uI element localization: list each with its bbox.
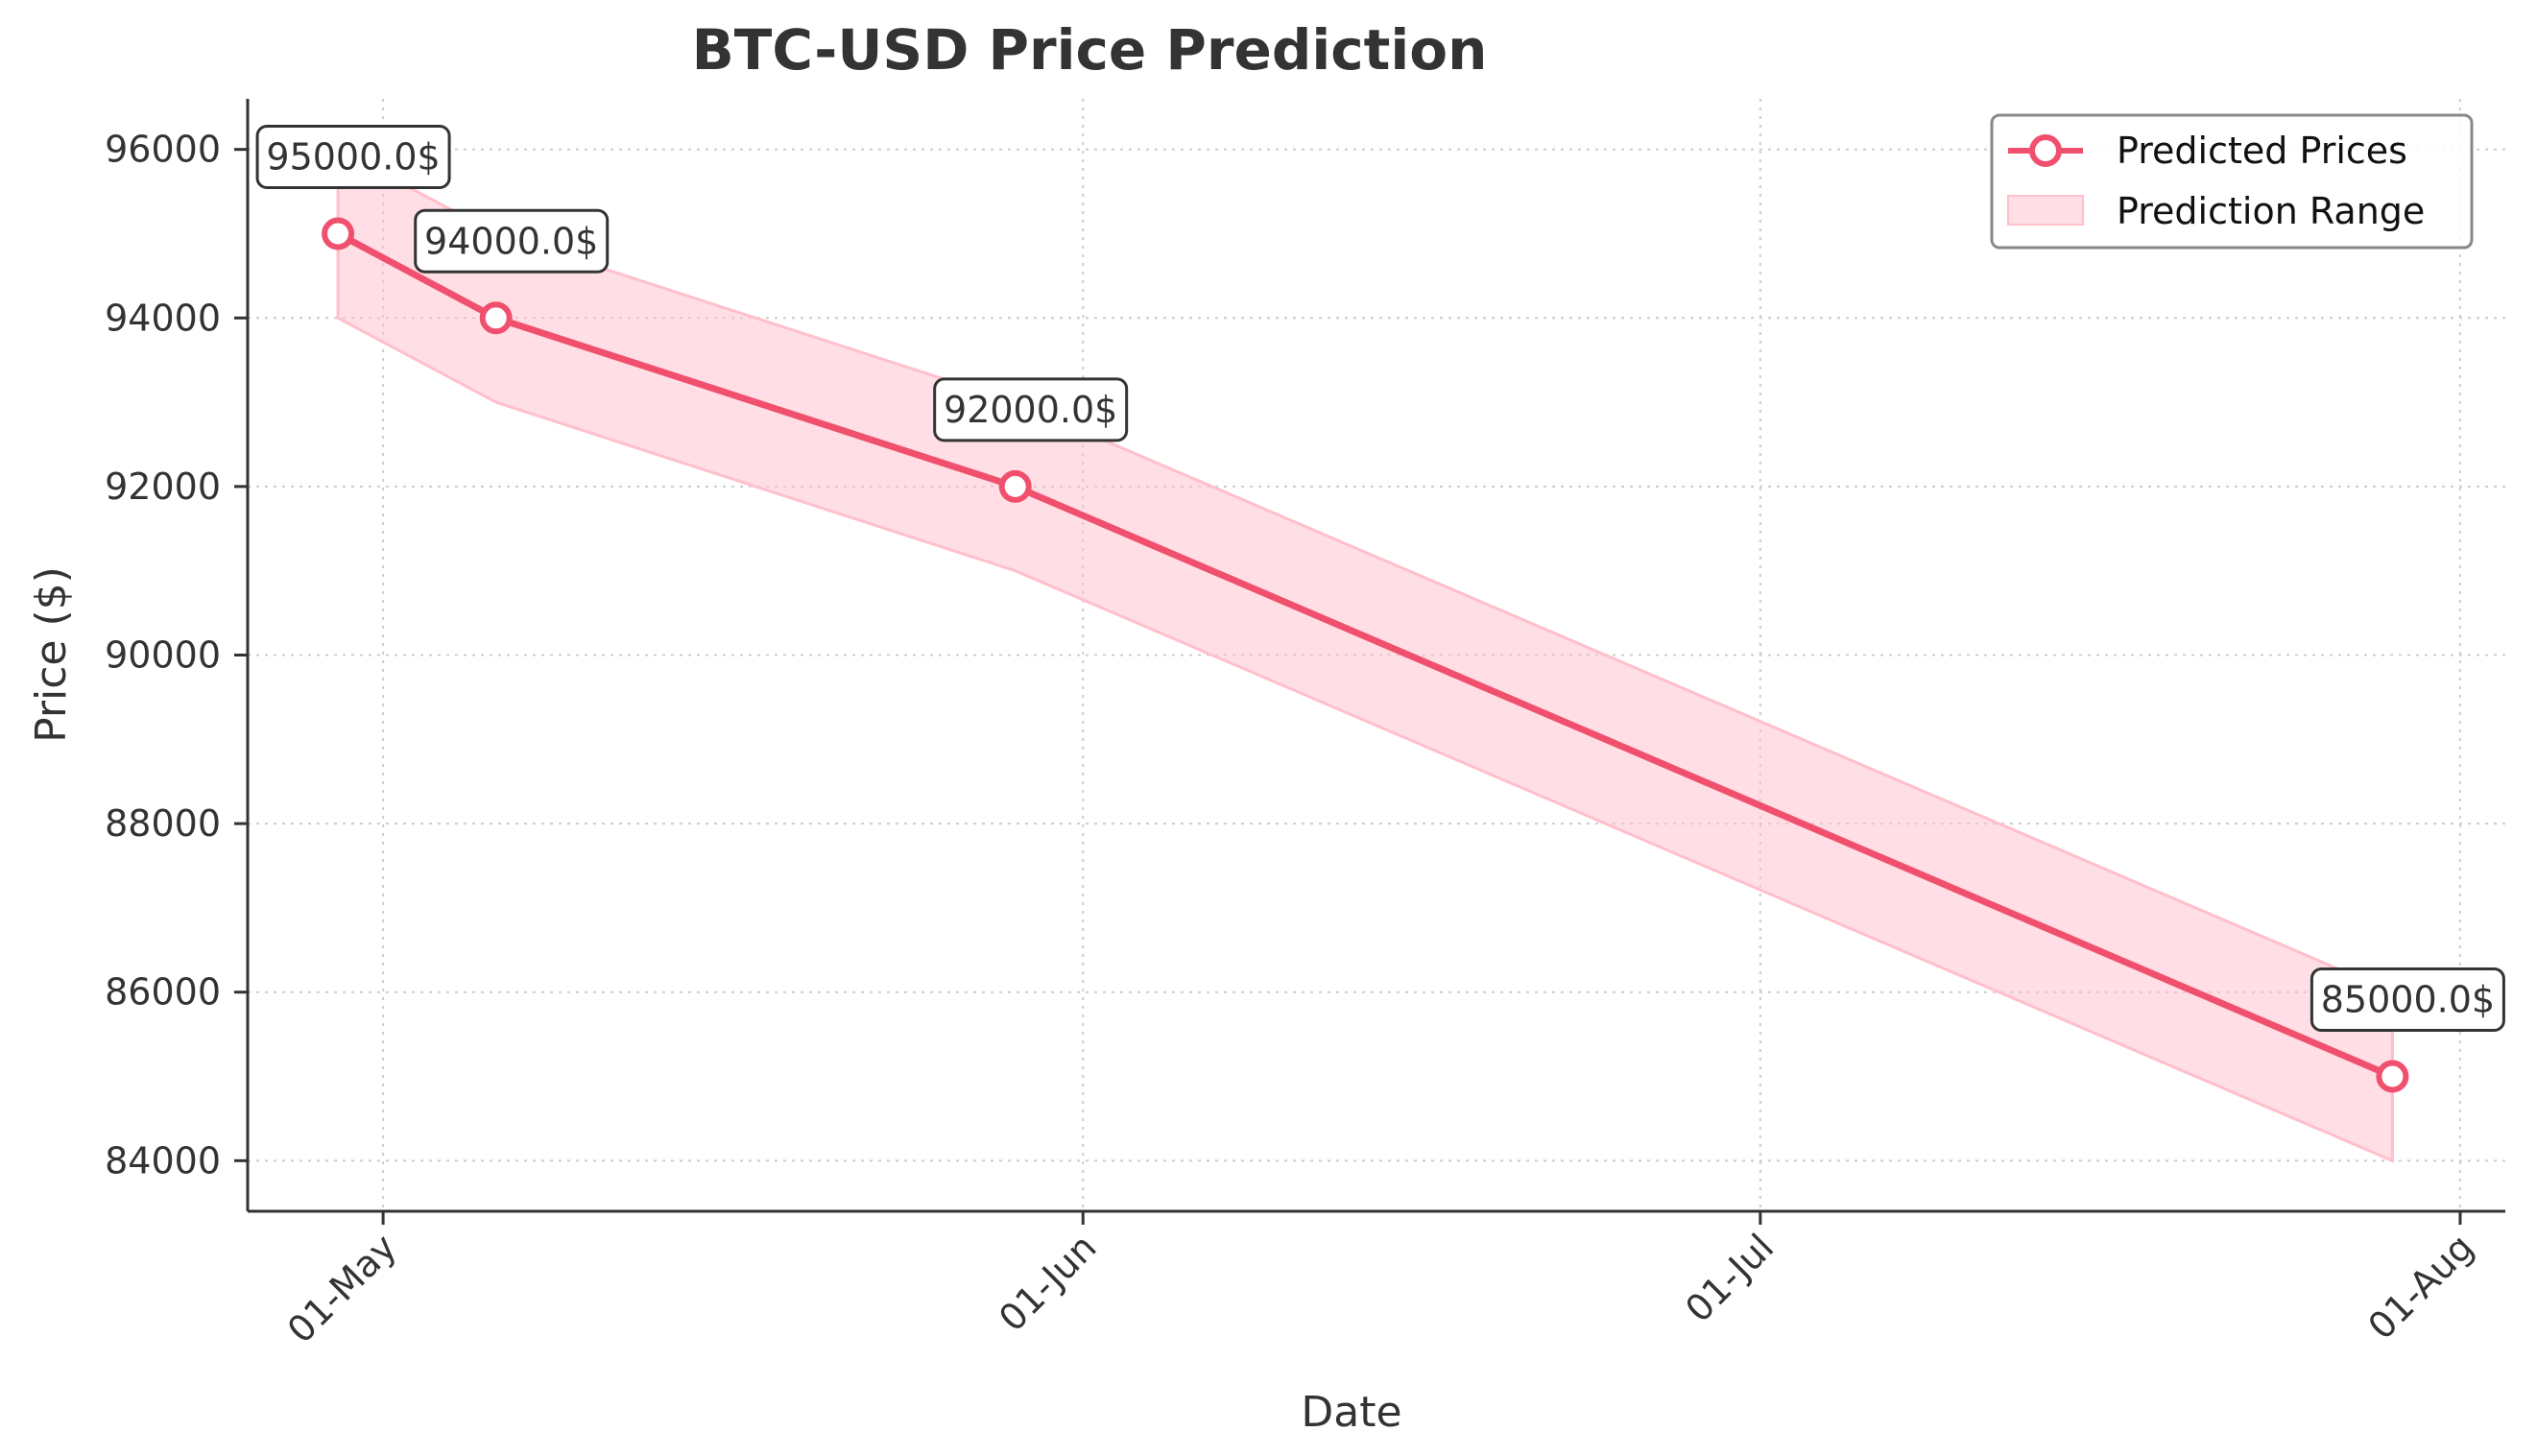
annotations: 95000.0$ 94000.0$ 92000.0$ 85000.0$ — [255, 124, 2505, 1033]
axes — [234, 99, 2505, 1225]
x-tick-label: 01-Aug — [2359, 1226, 2481, 1348]
annotation-label: 92000.0$ — [944, 389, 1117, 431]
x-tick-label: 01-Jul — [1677, 1226, 1782, 1330]
prediction-range-area — [336, 147, 2394, 1163]
data-point-marker — [2376, 1060, 2409, 1093]
predicted-prices-series — [322, 217, 2409, 1093]
annotation-box — [2310, 967, 2505, 1033]
data-point-marker — [479, 301, 513, 335]
legend-frame — [1990, 113, 2474, 250]
predicted-prices-line — [336, 230, 2394, 1080]
x-tick-label: 01-May — [279, 1226, 405, 1351]
y-tick-label: 86000 — [105, 971, 221, 1014]
y-tick-label: 94000 — [105, 297, 221, 339]
y-tick-label: 84000 — [105, 1139, 221, 1182]
data-point-marker — [998, 469, 1032, 503]
price-annotation: 85000.0$ — [2310, 967, 2505, 1033]
annotation-label: 94000.0$ — [424, 220, 598, 262]
x-axis-label: Date — [1301, 1388, 1401, 1437]
legend-label-predicted: Predicted Prices — [2117, 130, 2407, 172]
annotation-box — [255, 124, 451, 189]
legend-label-range: Prediction Range — [2117, 190, 2425, 232]
annotation-box — [933, 377, 1129, 442]
price-annotation: 92000.0$ — [933, 377, 1129, 442]
y-tick-label: 88000 — [105, 802, 221, 845]
legend-marker-swatch — [2029, 134, 2062, 167]
legend: Predicted Prices Prediction Range — [1990, 113, 2474, 250]
x-tick-label: 01-Jun — [991, 1226, 1104, 1339]
price-annotation: 94000.0$ — [414, 208, 610, 274]
y-tick-label: 90000 — [105, 634, 221, 677]
y-axis-label: Price ($) — [27, 566, 76, 743]
y-tick-label: 92000 — [105, 465, 221, 508]
annotation-label: 85000.0$ — [2321, 979, 2495, 1021]
annotation-box — [414, 208, 610, 274]
price-annotation: 95000.0$ — [255, 124, 451, 189]
annotation-label: 95000.0$ — [266, 135, 440, 178]
chart-title: BTC-USD Price Prediction — [692, 17, 1488, 83]
prediction-range-band — [336, 147, 2394, 1163]
y-tick-label: 96000 — [105, 129, 221, 171]
legend-band-swatch — [2007, 195, 2084, 226]
data-point-marker — [322, 217, 355, 251]
